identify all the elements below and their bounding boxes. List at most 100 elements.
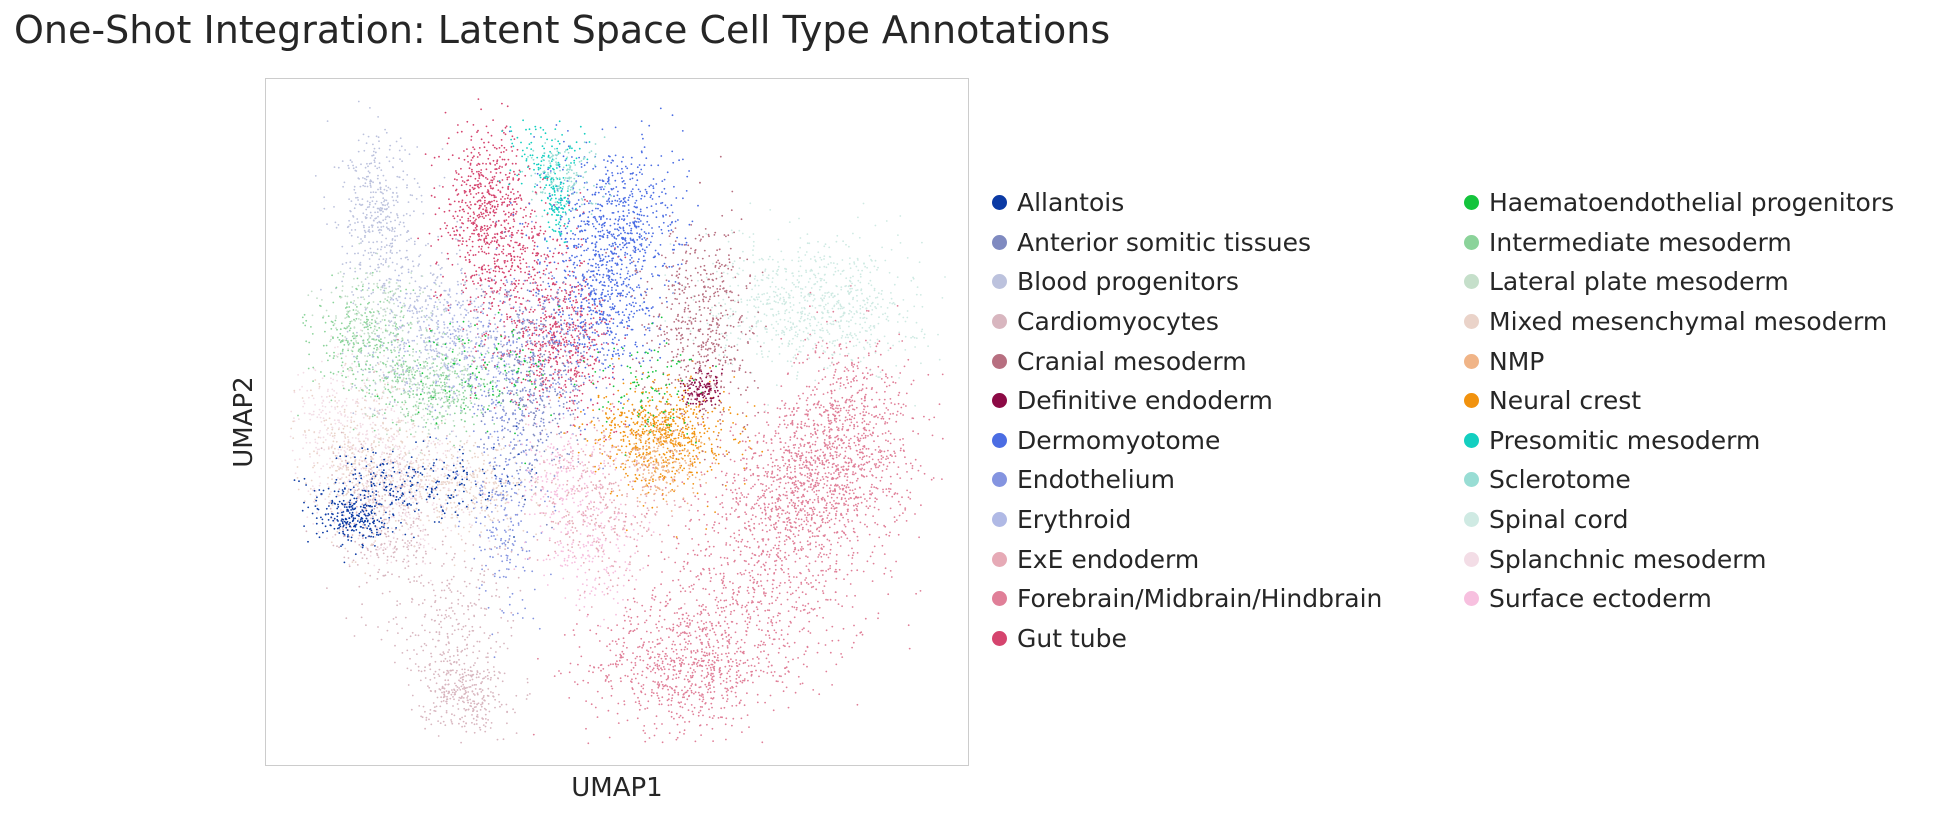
scatter-point bbox=[642, 729, 645, 732]
scatter-point bbox=[766, 579, 769, 582]
scatter-point bbox=[486, 211, 489, 214]
scatter-point bbox=[933, 416, 936, 419]
scatter-point bbox=[484, 243, 487, 245]
scatter-point bbox=[808, 385, 811, 388]
scatter-point bbox=[513, 170, 515, 173]
scatter-point bbox=[775, 526, 778, 528]
scatter-point bbox=[596, 305, 599, 308]
scatter-point bbox=[588, 323, 591, 326]
scatter-point bbox=[806, 476, 809, 478]
scatter-point bbox=[786, 598, 789, 601]
scatter-point bbox=[484, 227, 486, 230]
scatter-point bbox=[773, 526, 775, 529]
scatter-point bbox=[550, 337, 552, 339]
scatter-point bbox=[719, 556, 722, 559]
scatter-point bbox=[521, 246, 524, 249]
scatter-point bbox=[613, 377, 616, 380]
scatter-point bbox=[507, 222, 510, 225]
scatter-point bbox=[806, 397, 809, 399]
scatter-point bbox=[640, 243, 643, 245]
scatter-point bbox=[809, 291, 812, 294]
scatter-point bbox=[543, 260, 546, 263]
scatter-point bbox=[816, 527, 819, 530]
scatter-point bbox=[699, 572, 702, 575]
scatter-point bbox=[787, 424, 789, 426]
scatter-point bbox=[778, 516, 781, 519]
scatter-point bbox=[506, 176, 509, 179]
scatter-point bbox=[706, 671, 709, 674]
series-dermomyotome bbox=[508, 107, 699, 431]
scatter-point bbox=[629, 222, 631, 224]
scatter-point bbox=[774, 464, 776, 467]
scatter-point bbox=[659, 601, 662, 604]
scatter-point bbox=[746, 616, 749, 619]
scatter-point bbox=[614, 154, 617, 157]
scatter-point bbox=[604, 193, 607, 195]
scatter-point bbox=[611, 235, 614, 237]
scatter-point bbox=[785, 426, 788, 429]
scatter-point bbox=[518, 178, 520, 180]
scatter-point bbox=[759, 600, 762, 603]
scatter-point bbox=[738, 663, 741, 666]
scatter-point bbox=[895, 414, 898, 416]
scatter-point bbox=[857, 496, 860, 499]
scatter-point bbox=[808, 513, 811, 516]
scatter-point bbox=[905, 462, 907, 465]
scatter-point bbox=[511, 188, 514, 191]
scatter-point bbox=[882, 417, 885, 420]
scatter-point bbox=[884, 567, 887, 570]
scatter-point bbox=[483, 241, 486, 243]
scatter-point bbox=[834, 410, 837, 413]
scatter-point bbox=[560, 290, 563, 292]
scatter-point bbox=[465, 287, 467, 290]
scatter-point bbox=[559, 393, 562, 396]
scatter-point bbox=[886, 377, 889, 379]
scatter-point bbox=[711, 659, 714, 662]
scatter-point bbox=[829, 552, 831, 555]
scatter-point bbox=[636, 239, 639, 241]
scatter-point bbox=[834, 470, 837, 472]
scatter-point bbox=[887, 593, 890, 596]
scatter-point bbox=[869, 555, 872, 558]
scatter-point bbox=[684, 721, 686, 723]
scatter-point bbox=[577, 225, 580, 228]
scatter-point bbox=[871, 434, 873, 437]
scatter-point bbox=[641, 604, 644, 607]
scatter-point bbox=[683, 560, 686, 563]
scatter-point bbox=[461, 201, 463, 203]
scatter-point bbox=[837, 603, 840, 605]
scatter-point bbox=[482, 359, 485, 361]
scatter-point bbox=[865, 423, 868, 426]
scatter-point bbox=[737, 540, 740, 543]
scatter-point bbox=[749, 575, 752, 577]
scatter-point bbox=[782, 521, 785, 523]
scatter-point bbox=[868, 460, 871, 463]
scatter-point bbox=[756, 608, 759, 611]
scatter-point bbox=[683, 638, 686, 641]
scatter-point bbox=[857, 357, 860, 359]
scatter-point bbox=[847, 465, 850, 468]
scatter-point bbox=[648, 124, 651, 127]
scatter-point bbox=[869, 421, 871, 423]
scatter-point bbox=[784, 543, 786, 546]
scatter-point bbox=[709, 621, 711, 623]
scatter-point bbox=[724, 723, 727, 726]
scatter-point bbox=[822, 486, 825, 489]
scatter-point bbox=[586, 345, 589, 348]
scatter-point bbox=[666, 663, 669, 665]
scatter-point bbox=[532, 348, 534, 351]
scatter-point bbox=[665, 627, 668, 630]
scatter-point bbox=[747, 493, 750, 495]
scatter-point bbox=[828, 429, 831, 431]
scatter-point bbox=[493, 240, 496, 243]
scatter-point bbox=[729, 458, 732, 461]
scatter-point bbox=[537, 288, 540, 291]
scatter-point bbox=[810, 432, 812, 435]
scatter-point bbox=[604, 376, 607, 379]
scatter-point bbox=[609, 224, 612, 227]
scatter-point bbox=[837, 400, 839, 403]
scatter-point bbox=[604, 679, 607, 681]
scatter-point bbox=[622, 186, 625, 189]
scatter-point bbox=[698, 635, 701, 637]
scatter-point bbox=[663, 618, 666, 621]
